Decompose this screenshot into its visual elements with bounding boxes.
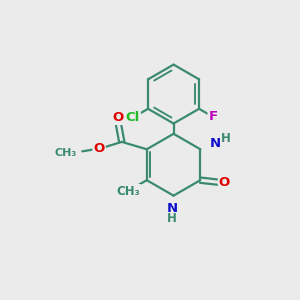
Text: O: O [94,142,105,155]
Text: N: N [167,202,178,214]
Text: H: H [167,212,177,225]
Text: O: O [219,176,230,189]
Text: O: O [112,111,124,124]
Text: CH₃: CH₃ [55,148,77,158]
Text: Cl: Cl [126,111,140,124]
Text: F: F [208,110,217,123]
Text: N: N [210,137,221,151]
Text: CH₃: CH₃ [117,185,141,198]
Text: H: H [220,133,230,146]
